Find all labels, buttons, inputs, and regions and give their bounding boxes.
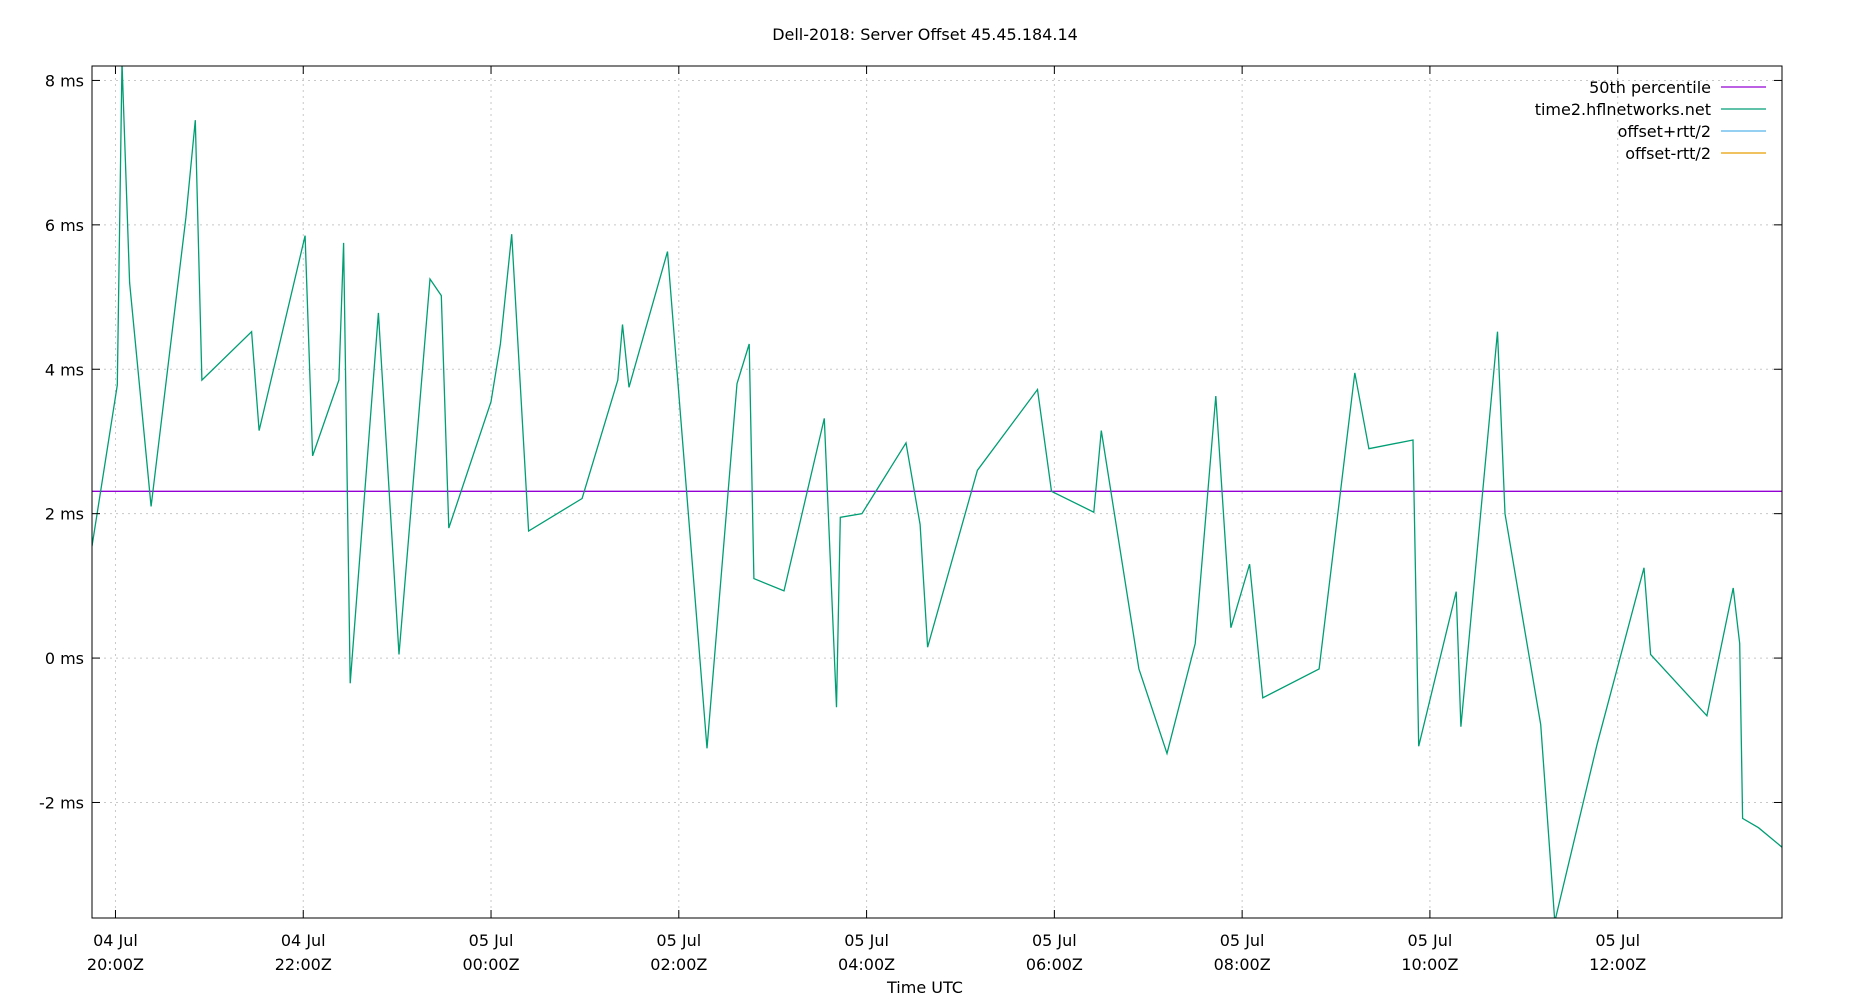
x-tick-time: 20:00Z [87,955,144,974]
legend-label: 50th percentile [1589,78,1711,97]
y-tick-label: 0 ms [45,649,84,668]
x-tick-time: 10:00Z [1401,955,1458,974]
x-tick-time: 12:00Z [1589,955,1646,974]
x-tick-date: 05 Jul [656,931,701,950]
chart-title: Dell-2018: Server Offset 45.45.184.14 [772,25,1078,44]
x-tick-time: 06:00Z [1026,955,1083,974]
x-axis-label: Time UTC [886,978,963,997]
y-tick-label: -2 ms [39,793,84,812]
x-tick-date: 05 Jul [1032,931,1077,950]
x-tick-date: 05 Jul [1220,931,1265,950]
legend: 50th percentile time2.hflnetworks.net offs… [1535,78,1766,163]
plot-border [91,65,1783,919]
x-tick-date: 05 Jul [844,931,889,950]
legend-label: time2.hflnetworks.net [1535,100,1711,119]
y-tick-label: 6 ms [45,216,84,235]
y-tick-label: 2 ms [45,505,84,524]
x-tick-time: 02:00Z [650,955,707,974]
x-tick-time: 00:00Z [462,955,519,974]
x-tick-date: 04 Jul [93,931,138,950]
x-tick-time: 08:00Z [1214,955,1271,974]
x-tick-date: 05 Jul [469,931,514,950]
legend-label: offset+rtt/2 [1618,122,1711,141]
x-tick-date: 05 Jul [1595,931,1640,950]
y-tick-label: 8 ms [45,71,84,90]
x-tick-time: 04:00Z [838,955,895,974]
axis-ticks: -2 ms 0 ms 2 ms 4 ms 6 ms 8 ms 04 Jul 20:00Z 04 … [39,66,1782,974]
x-tick-date: 05 Jul [1408,931,1453,950]
x-tick-time: 22:00Z [275,955,332,974]
legend-label: offset-rtt/2 [1625,144,1711,163]
series-line-time2-hflnetworks-net [92,66,1782,918]
x-tick-date: 04 Jul [281,931,326,950]
series-lines [92,66,1782,918]
y-tick-label: 4 ms [45,360,84,379]
